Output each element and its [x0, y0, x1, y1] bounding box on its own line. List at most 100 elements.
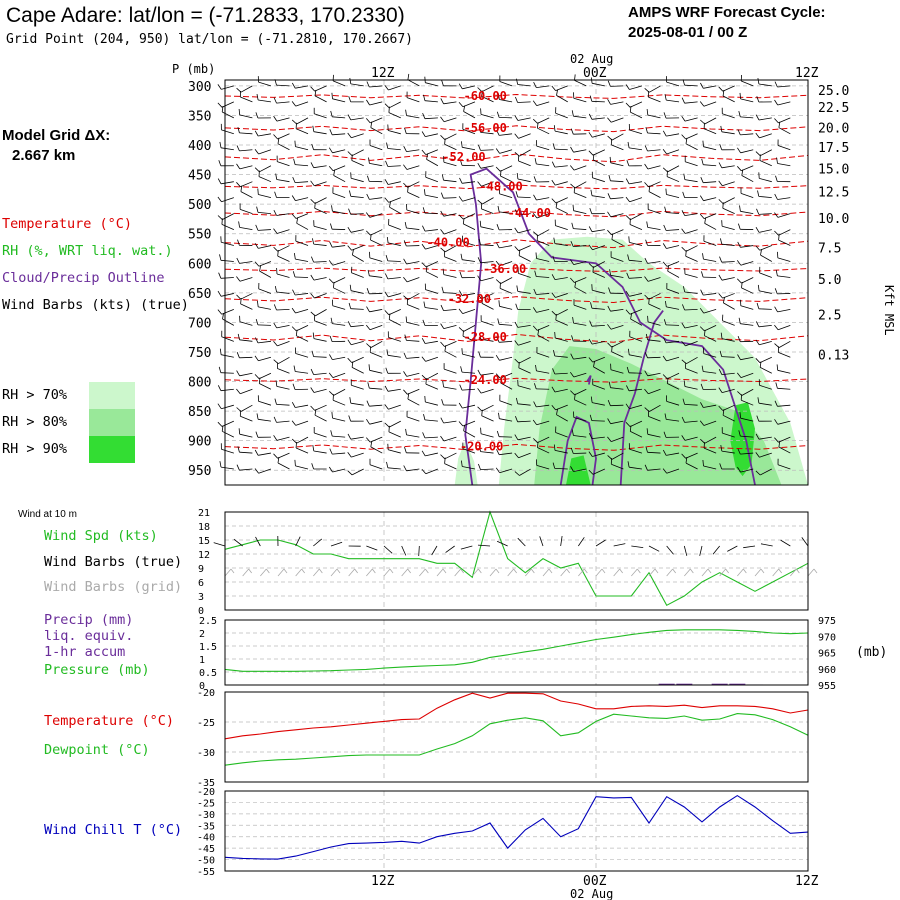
- grid-wind-barb-flag: [495, 568, 500, 574]
- temperature-contour-label: -56.00: [464, 121, 507, 135]
- grid-wind-barb-flag: [478, 568, 482, 574]
- wind-barb-flag: [683, 173, 686, 180]
- wind-barb-flag: [495, 467, 500, 473]
- wind-barb: [350, 177, 364, 183]
- wind-barb: [648, 181, 661, 188]
- wind-barb-flag: [310, 368, 314, 375]
- wind-barb-flag: [347, 245, 352, 251]
- wind-barb: [350, 340, 364, 346]
- grid-wind-barb: [631, 568, 638, 577]
- wind-barb-flag: [588, 113, 593, 120]
- wind-barb: [684, 436, 698, 441]
- wind-barb: [350, 229, 364, 233]
- cross-section-frame: [224, 79, 809, 486]
- wind-barb-flag: [699, 307, 705, 314]
- wind-barb-flag: [236, 352, 240, 358]
- wind-barb: [499, 340, 513, 343]
- wind-barb: [536, 404, 550, 408]
- wind-barb: [313, 165, 327, 169]
- wind-barb: [517, 101, 531, 103]
- wind-barb-flag: [533, 176, 537, 183]
- wind-barb: [387, 354, 401, 358]
- wind-barb: [258, 176, 272, 183]
- wind-barb: [721, 450, 735, 454]
- wind-barb: [685, 340, 698, 347]
- wind-barb-flag: [664, 94, 667, 101]
- wind-barb-flag: [644, 352, 648, 358]
- wind-barb: [296, 222, 309, 230]
- wind-barb: [239, 165, 253, 170]
- wind-barb: [258, 356, 272, 362]
- wind-barb: [611, 117, 624, 123]
- wind-barb: [462, 309, 476, 314]
- wind-barb-flag: [496, 224, 500, 231]
- precip-bar: [711, 683, 728, 685]
- wind-barb-flag: [588, 226, 593, 232]
- wind-barb-flag: [329, 448, 333, 455]
- wind-barb-flag: [218, 366, 222, 373]
- surface-wind-barb: [683, 545, 688, 556]
- grid-wind-barb: [595, 568, 603, 577]
- wind-barb-flag: [774, 324, 779, 331]
- wind-barb: [647, 433, 661, 438]
- wind-barb-flag: [500, 170, 502, 177]
- wind-barb: [777, 420, 791, 425]
- wind-barb-flag: [403, 465, 407, 471]
- wind-barb-flag: [384, 422, 390, 428]
- wind-barb: [610, 180, 624, 183]
- wind-barb: [536, 163, 550, 167]
- wind-barb: [313, 261, 327, 263]
- wind-barb: [629, 420, 643, 427]
- cloud-outline-2: [619, 310, 664, 486]
- wind-barb: [777, 309, 791, 313]
- wind-barb-flag: [292, 176, 296, 183]
- wind-barb: [296, 335, 309, 342]
- wind-barb: [758, 83, 772, 87]
- wind-barb-flag: [273, 416, 277, 423]
- wind-barb-flag: [556, 89, 558, 96]
- wind-barb-flag: [534, 383, 537, 390]
- wind-barb-flag: [221, 218, 223, 225]
- wind-barb-flag: [458, 327, 464, 332]
- dewpoint-line: [224, 713, 809, 766]
- wind-barb: [684, 101, 698, 104]
- wind-barb: [387, 467, 401, 470]
- wind-barb-flag: [737, 166, 742, 171]
- wind-barb-flag: [570, 466, 574, 472]
- surface-wind-barb: [666, 545, 674, 555]
- wind-barb-flag: [666, 377, 669, 384]
- wind-barb-flag: [351, 154, 353, 161]
- wind-barb: [629, 224, 643, 230]
- wind-barb: [704, 117, 717, 125]
- wind-barb-flag: [625, 422, 631, 427]
- height-tick-label: 15.0: [818, 163, 849, 178]
- wind-barb-flag: [755, 470, 761, 476]
- wind-barb-flag: [572, 204, 574, 211]
- grid-wind-barb-flag: [248, 568, 252, 574]
- wind-barb-flag: [291, 82, 296, 89]
- wind-barb: [240, 181, 253, 188]
- wind-barb-flag: [518, 361, 520, 368]
- wind-barb: [314, 320, 327, 326]
- surface-wind-barb: [383, 545, 393, 554]
- wind-barb-flag: [627, 141, 630, 148]
- wind-barb-flag: [644, 464, 648, 471]
- wind-barb-flag: [722, 89, 725, 97]
- wind-barb-flag: [273, 210, 277, 216]
- wind-barb-flag: [700, 177, 704, 183]
- surface-wind-barb: [613, 543, 626, 547]
- wind-barb-flag: [217, 102, 223, 108]
- wind-barb: [685, 368, 698, 374]
- wind-barb: [221, 448, 234, 454]
- wind-barb: [239, 149, 253, 152]
- wind-barb: [313, 277, 327, 281]
- wind-barb: [220, 181, 234, 185]
- wind-barb-flag: [312, 238, 315, 245]
- wind-barb-flag: [217, 385, 222, 391]
- surface-wind-barb: [648, 545, 660, 552]
- wind-barb-flag: [328, 260, 334, 266]
- wind-barb: [554, 165, 568, 168]
- wind-barb: [295, 128, 309, 135]
- wind-barb-flag: [644, 145, 648, 152]
- wind-barb: [777, 404, 791, 407]
